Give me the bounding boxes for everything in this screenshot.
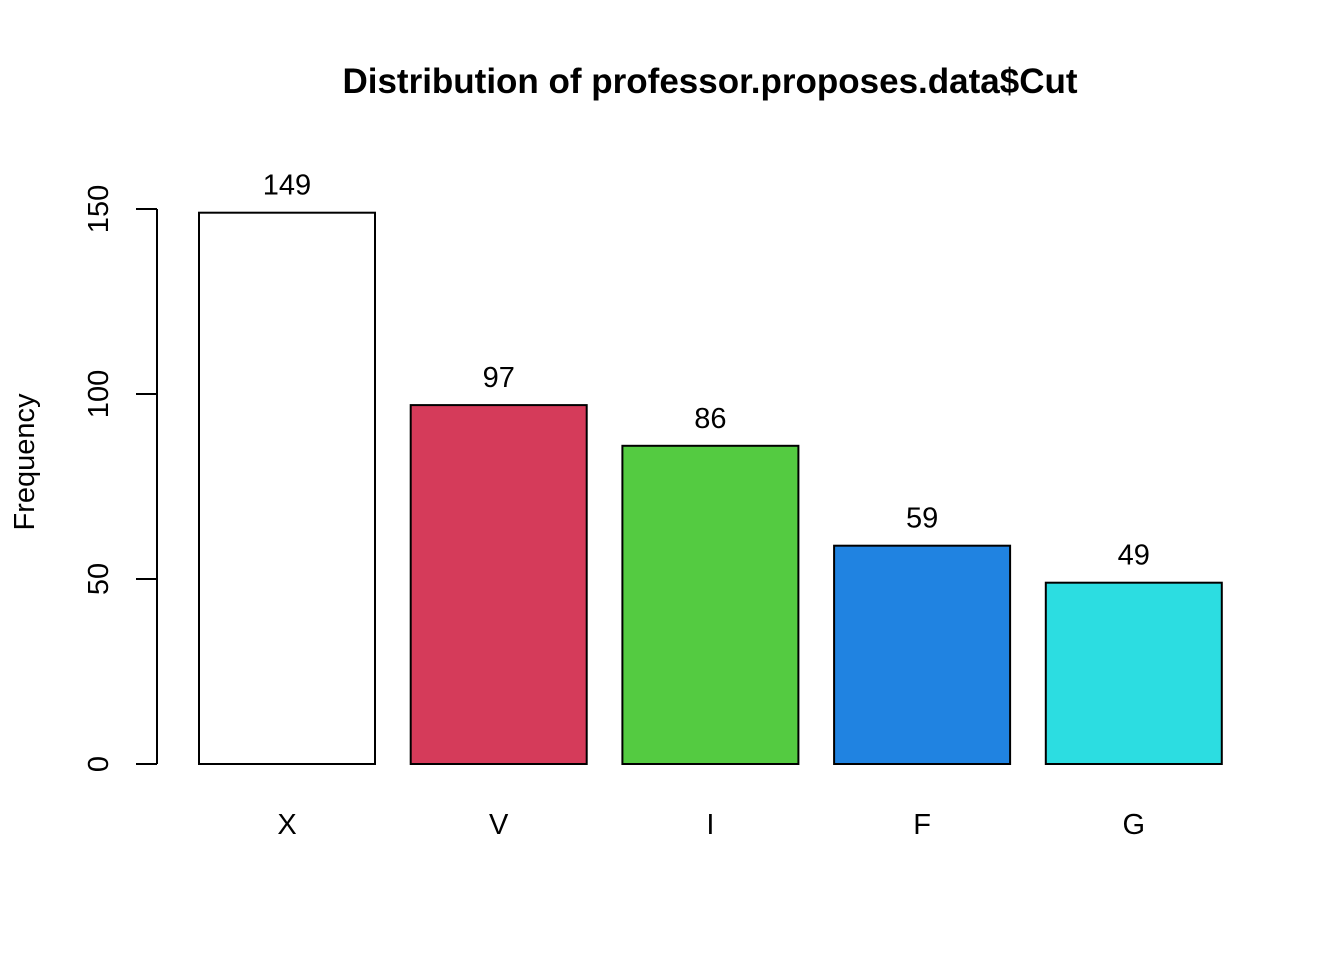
- value-labels-group: 149 97 86 59 49: [263, 170, 1150, 572]
- bar-value-label: 49: [1118, 540, 1150, 572]
- x-tick-label: V: [489, 809, 509, 841]
- y-axis: 0 50 100 150: [83, 185, 158, 772]
- bar-f: [833, 544, 1012, 766]
- bar-value-label: 97: [483, 362, 515, 394]
- chart-title: Distribution of professor.proposes.data$…: [342, 62, 1077, 101]
- y-tick-label: 150: [83, 185, 115, 233]
- bar-i: [621, 444, 800, 765]
- bar-v: [409, 404, 588, 765]
- bar-value-label: 59: [906, 503, 938, 535]
- y-tick-label: 50: [83, 563, 115, 595]
- x-tick-label: F: [913, 809, 931, 841]
- y-tick-label: 100: [83, 370, 115, 418]
- bars-group: [198, 211, 1223, 766]
- bar-value-label: 149: [263, 170, 311, 202]
- bar-x: [198, 211, 376, 765]
- x-tick-label: X: [277, 809, 296, 841]
- x-tick-label: I: [706, 809, 714, 841]
- y-axis-label: Frequency: [9, 393, 41, 531]
- bar-g: [1044, 581, 1223, 766]
- x-tick-label: G: [1123, 809, 1146, 841]
- y-tick-label: 0: [83, 756, 115, 772]
- bar-value-label: 86: [694, 403, 726, 435]
